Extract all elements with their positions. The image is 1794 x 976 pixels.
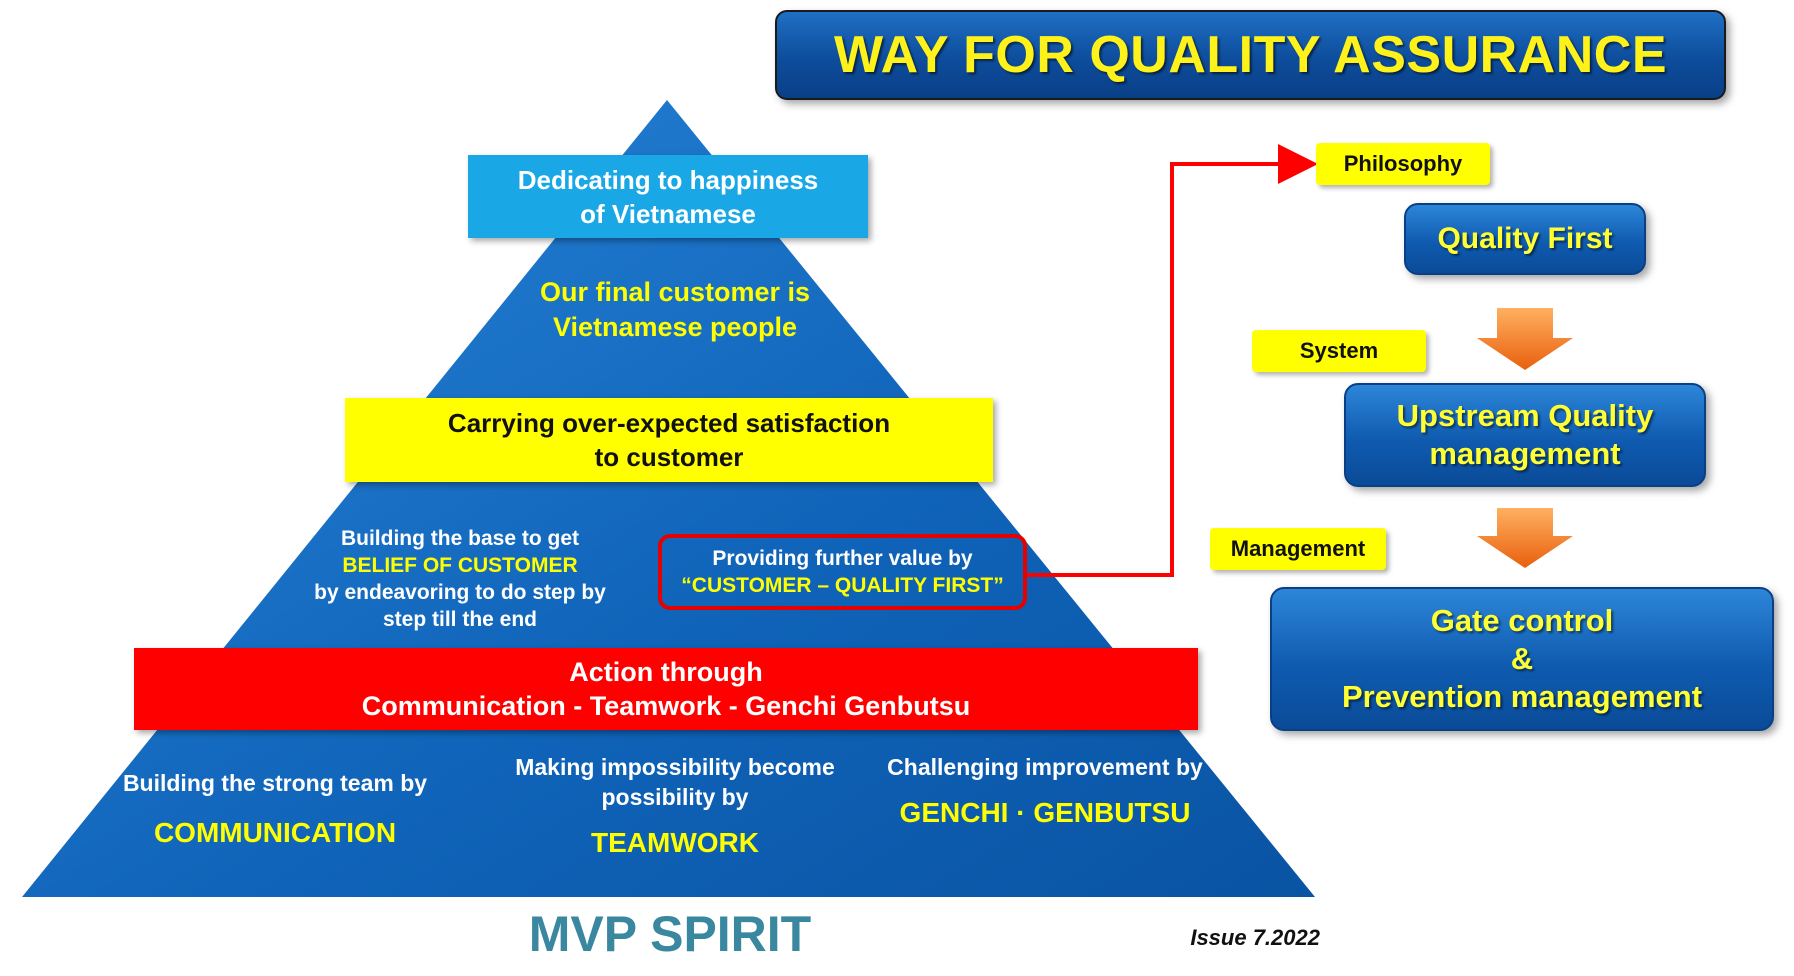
down-arrow-1 bbox=[1477, 308, 1573, 370]
gate-line: Prevention management bbox=[1341, 679, 1703, 714]
base-text: Making impossibility become possibility … bbox=[515, 754, 835, 810]
upstream-line: Upstream Quality bbox=[1396, 398, 1654, 433]
action-line: Communication - Teamwork - Genchi Genbut… bbox=[361, 691, 971, 721]
top-tier-box: Dedicating to happiness of Vietnamese bbox=[468, 155, 868, 238]
management-label: Management bbox=[1210, 528, 1386, 570]
value-line: Providing further value by bbox=[712, 547, 973, 570]
quality-first-text: Quality First bbox=[1437, 222, 1613, 255]
base-text: Building the strong team by bbox=[122, 770, 428, 796]
base-text: Challenging improvement by bbox=[887, 754, 1203, 780]
final-customer-text: Our final customer is Vietnamese people bbox=[450, 275, 900, 345]
final-customer-line: Vietnamese people bbox=[552, 312, 798, 342]
connector-arrow bbox=[1027, 144, 1318, 577]
upstream-line: management bbox=[1429, 436, 1621, 471]
middle-tier-box: Carrying over-expected satisfaction to c… bbox=[345, 398, 993, 482]
base-column-genchi: Challenging improvement by GENCHI · GENB… bbox=[880, 752, 1210, 830]
value-box: Providing further value by “CUSTOMER – Q… bbox=[658, 534, 1027, 610]
value-highlight: “CUSTOMER – QUALITY FIRST” bbox=[681, 574, 1004, 597]
title-banner: WAY FOR QUALITY ASSURANCE bbox=[775, 10, 1726, 100]
middle-tier-line: Carrying over-expected satisfaction bbox=[447, 408, 891, 438]
upstream-quality-box: Upstream Quality management bbox=[1344, 383, 1706, 487]
page-title: WAY FOR QUALITY ASSURANCE bbox=[833, 26, 1668, 84]
base-keyword: COMMUNICATION bbox=[153, 817, 397, 848]
base-column-teamwork: Making impossibility become possibility … bbox=[495, 752, 855, 860]
mvp-spirit-caption: MVP SPIRIT bbox=[528, 906, 812, 962]
issue-label: Issue 7.2022 bbox=[1190, 925, 1320, 950]
down-arrow-2 bbox=[1477, 508, 1573, 568]
top-tier-line: of Vietnamese bbox=[580, 198, 756, 229]
action-box: Action through Communication - Teamwork … bbox=[134, 648, 1198, 730]
top-tier-line: Dedicating to happiness bbox=[517, 164, 819, 195]
middle-tier-line: to customer bbox=[594, 442, 744, 472]
base-column-communication: Building the strong team by COMMUNICATIO… bbox=[110, 768, 440, 850]
philosophy-label: Philosophy bbox=[1316, 143, 1490, 185]
belief-text: Building the base to get BELIEF OF CUSTO… bbox=[290, 525, 630, 633]
belief-line: step till the end bbox=[382, 608, 537, 631]
action-line: Action through bbox=[569, 657, 763, 687]
base-keyword: GENCHI · GENBUTSU bbox=[899, 797, 1191, 828]
belief-line: by endeavoring to do step by bbox=[314, 581, 606, 604]
gate-line: & bbox=[1510, 641, 1534, 676]
belief-highlight: BELIEF OF CUSTOMER bbox=[342, 554, 578, 577]
belief-line: Building the base to get bbox=[340, 527, 579, 550]
final-customer-line: Our final customer is bbox=[539, 277, 811, 307]
gate-line: Gate control bbox=[1430, 603, 1614, 638]
system-label: System bbox=[1252, 330, 1426, 372]
base-keyword: TEAMWORK bbox=[591, 827, 759, 858]
gate-control-box: Gate control & Prevention management bbox=[1270, 587, 1774, 731]
quality-first-box: Quality First bbox=[1404, 203, 1646, 275]
